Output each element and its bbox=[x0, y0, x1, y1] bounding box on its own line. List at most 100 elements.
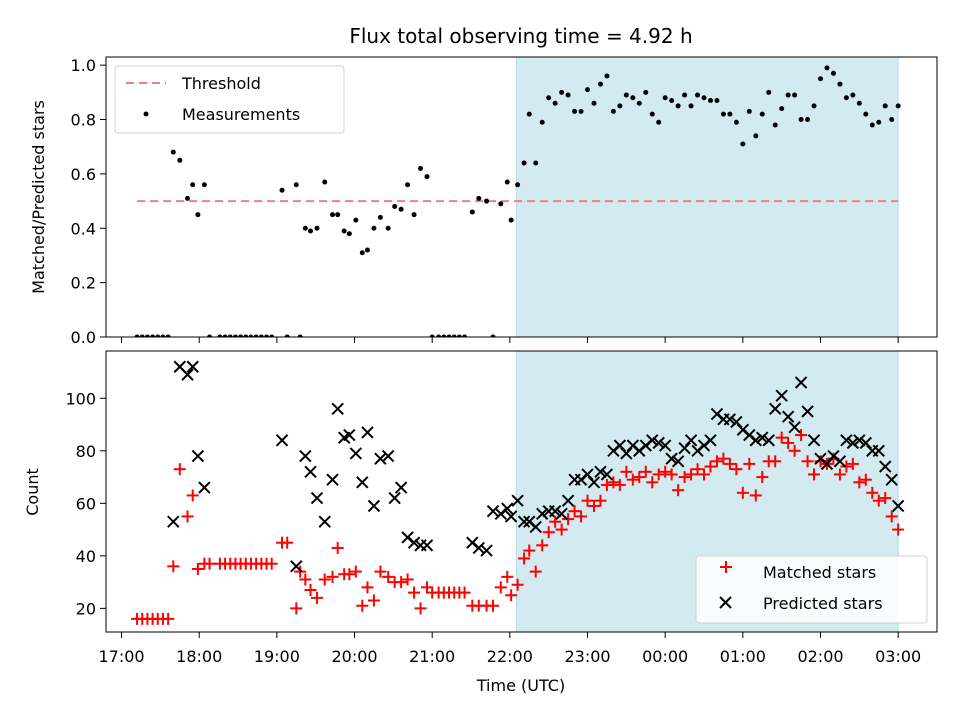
predicted-star-point bbox=[658, 439, 672, 452]
predicted-star-point bbox=[587, 476, 601, 489]
matched-star-point bbox=[408, 586, 421, 599]
top-plot-frame bbox=[105, 56, 938, 338]
measurement-point bbox=[238, 334, 244, 337]
x-tick-label: 23:00 bbox=[564, 647, 610, 666]
measurement-point bbox=[623, 92, 629, 98]
matched-star-point bbox=[607, 476, 620, 489]
chart-title: Flux total observing time = 4.92 h bbox=[349, 24, 692, 48]
measurement-point bbox=[869, 122, 875, 128]
measurement-point bbox=[451, 334, 457, 337]
measurement-point bbox=[371, 225, 377, 231]
matched-star-point bbox=[678, 471, 691, 484]
measurement-point bbox=[649, 111, 655, 117]
matched-star-point bbox=[501, 570, 514, 583]
predicted-star-point bbox=[343, 428, 356, 442]
predicted-star-point bbox=[326, 473, 339, 486]
measurement-point bbox=[766, 89, 772, 95]
measurement-point bbox=[688, 103, 694, 109]
measurement-point bbox=[232, 334, 238, 337]
predicted-star-point bbox=[788, 420, 801, 434]
predicted-star-point bbox=[846, 436, 860, 450]
predicted-star-point bbox=[561, 494, 575, 507]
matched-star-point bbox=[542, 526, 555, 539]
matched-star-point bbox=[808, 468, 821, 481]
matched-star-point bbox=[659, 465, 672, 478]
measurement-point bbox=[456, 334, 462, 337]
measurement-point bbox=[863, 111, 869, 117]
matched-star-point bbox=[395, 576, 408, 589]
measurement-point bbox=[597, 81, 603, 87]
measurement-point bbox=[279, 187, 285, 193]
measurements-points bbox=[134, 65, 901, 337]
measurement-point bbox=[195, 212, 201, 218]
top-y-tick-label: 0.4 bbox=[71, 219, 96, 238]
matched-star-point bbox=[626, 473, 639, 486]
measurement-point bbox=[521, 160, 527, 166]
predicted-star-point bbox=[367, 499, 381, 513]
matched-star-point bbox=[487, 599, 500, 612]
matched-star-point bbox=[723, 457, 736, 470]
matched-star-point bbox=[879, 492, 892, 505]
legend-matched-swatch bbox=[720, 561, 732, 573]
measurement-point bbox=[895, 103, 901, 109]
matched-star-point bbox=[304, 583, 317, 596]
x-tick-label: 01:00 bbox=[720, 647, 766, 666]
matched-star-point bbox=[494, 581, 507, 594]
measurement-point bbox=[364, 247, 370, 253]
predicted-stars-points bbox=[167, 360, 905, 573]
measurement-point bbox=[720, 111, 726, 117]
measurement-point bbox=[217, 334, 223, 337]
matched-star-point bbox=[162, 612, 175, 625]
measurement-point bbox=[746, 108, 752, 114]
matched-star-point bbox=[704, 460, 717, 473]
measurement-point bbox=[490, 334, 496, 337]
measurement-point bbox=[207, 334, 213, 337]
measurement-point bbox=[201, 182, 207, 188]
predicted-star-point bbox=[299, 449, 312, 463]
measurement-point bbox=[876, 119, 882, 125]
matched-star-point bbox=[646, 476, 659, 489]
x-tick-label: 22:00 bbox=[487, 647, 533, 666]
measurement-point bbox=[546, 95, 552, 101]
matched-star-point bbox=[343, 568, 356, 581]
matched-star-point bbox=[290, 602, 303, 615]
predicted-star-point bbox=[374, 452, 387, 465]
measurement-point bbox=[335, 212, 341, 218]
predicted-star-point bbox=[361, 426, 374, 439]
predicted-star-point bbox=[833, 455, 847, 468]
bottom-panel: 17:00 18:00 19:00 20:00 21:00 22:00 23:00 00:00… bbox=[23, 350, 938, 695]
matched-star-point bbox=[575, 510, 588, 523]
predicted-star-point bbox=[181, 368, 194, 381]
predicted-star-point bbox=[198, 481, 211, 494]
measurement-point bbox=[308, 228, 314, 234]
measurement-point bbox=[484, 198, 490, 204]
predicted-star-point bbox=[310, 491, 324, 505]
predicted-star-point bbox=[501, 502, 514, 515]
measurement-point bbox=[405, 182, 411, 188]
matched-star-point bbox=[414, 602, 427, 615]
matched-star-point bbox=[685, 468, 698, 481]
matched-star-point bbox=[736, 486, 749, 499]
predicted-star-point bbox=[723, 413, 737, 426]
predicted-star-point bbox=[548, 504, 562, 518]
bottom-legend-box bbox=[695, 555, 928, 624]
measurement-point bbox=[850, 92, 856, 98]
measurement-point bbox=[733, 119, 739, 125]
predicted-star-point bbox=[768, 402, 782, 415]
bottom-y-axis-label: Count bbox=[23, 468, 42, 516]
measurement-point bbox=[139, 334, 145, 337]
measurement-point bbox=[429, 334, 435, 337]
measurement-point bbox=[258, 334, 264, 337]
measurement-point bbox=[269, 334, 275, 337]
predicted-star-point bbox=[381, 449, 395, 463]
matched-star-point bbox=[665, 468, 678, 481]
matched-star-point bbox=[361, 581, 374, 594]
measurement-point bbox=[682, 92, 688, 98]
matched-star-point bbox=[167, 560, 180, 573]
predicted-star-point bbox=[853, 434, 866, 447]
measurement-point bbox=[424, 174, 430, 180]
matched-star-point bbox=[795, 429, 808, 442]
measurement-point bbox=[882, 103, 888, 109]
bottom-y-tick-label: 60 bbox=[76, 494, 96, 513]
